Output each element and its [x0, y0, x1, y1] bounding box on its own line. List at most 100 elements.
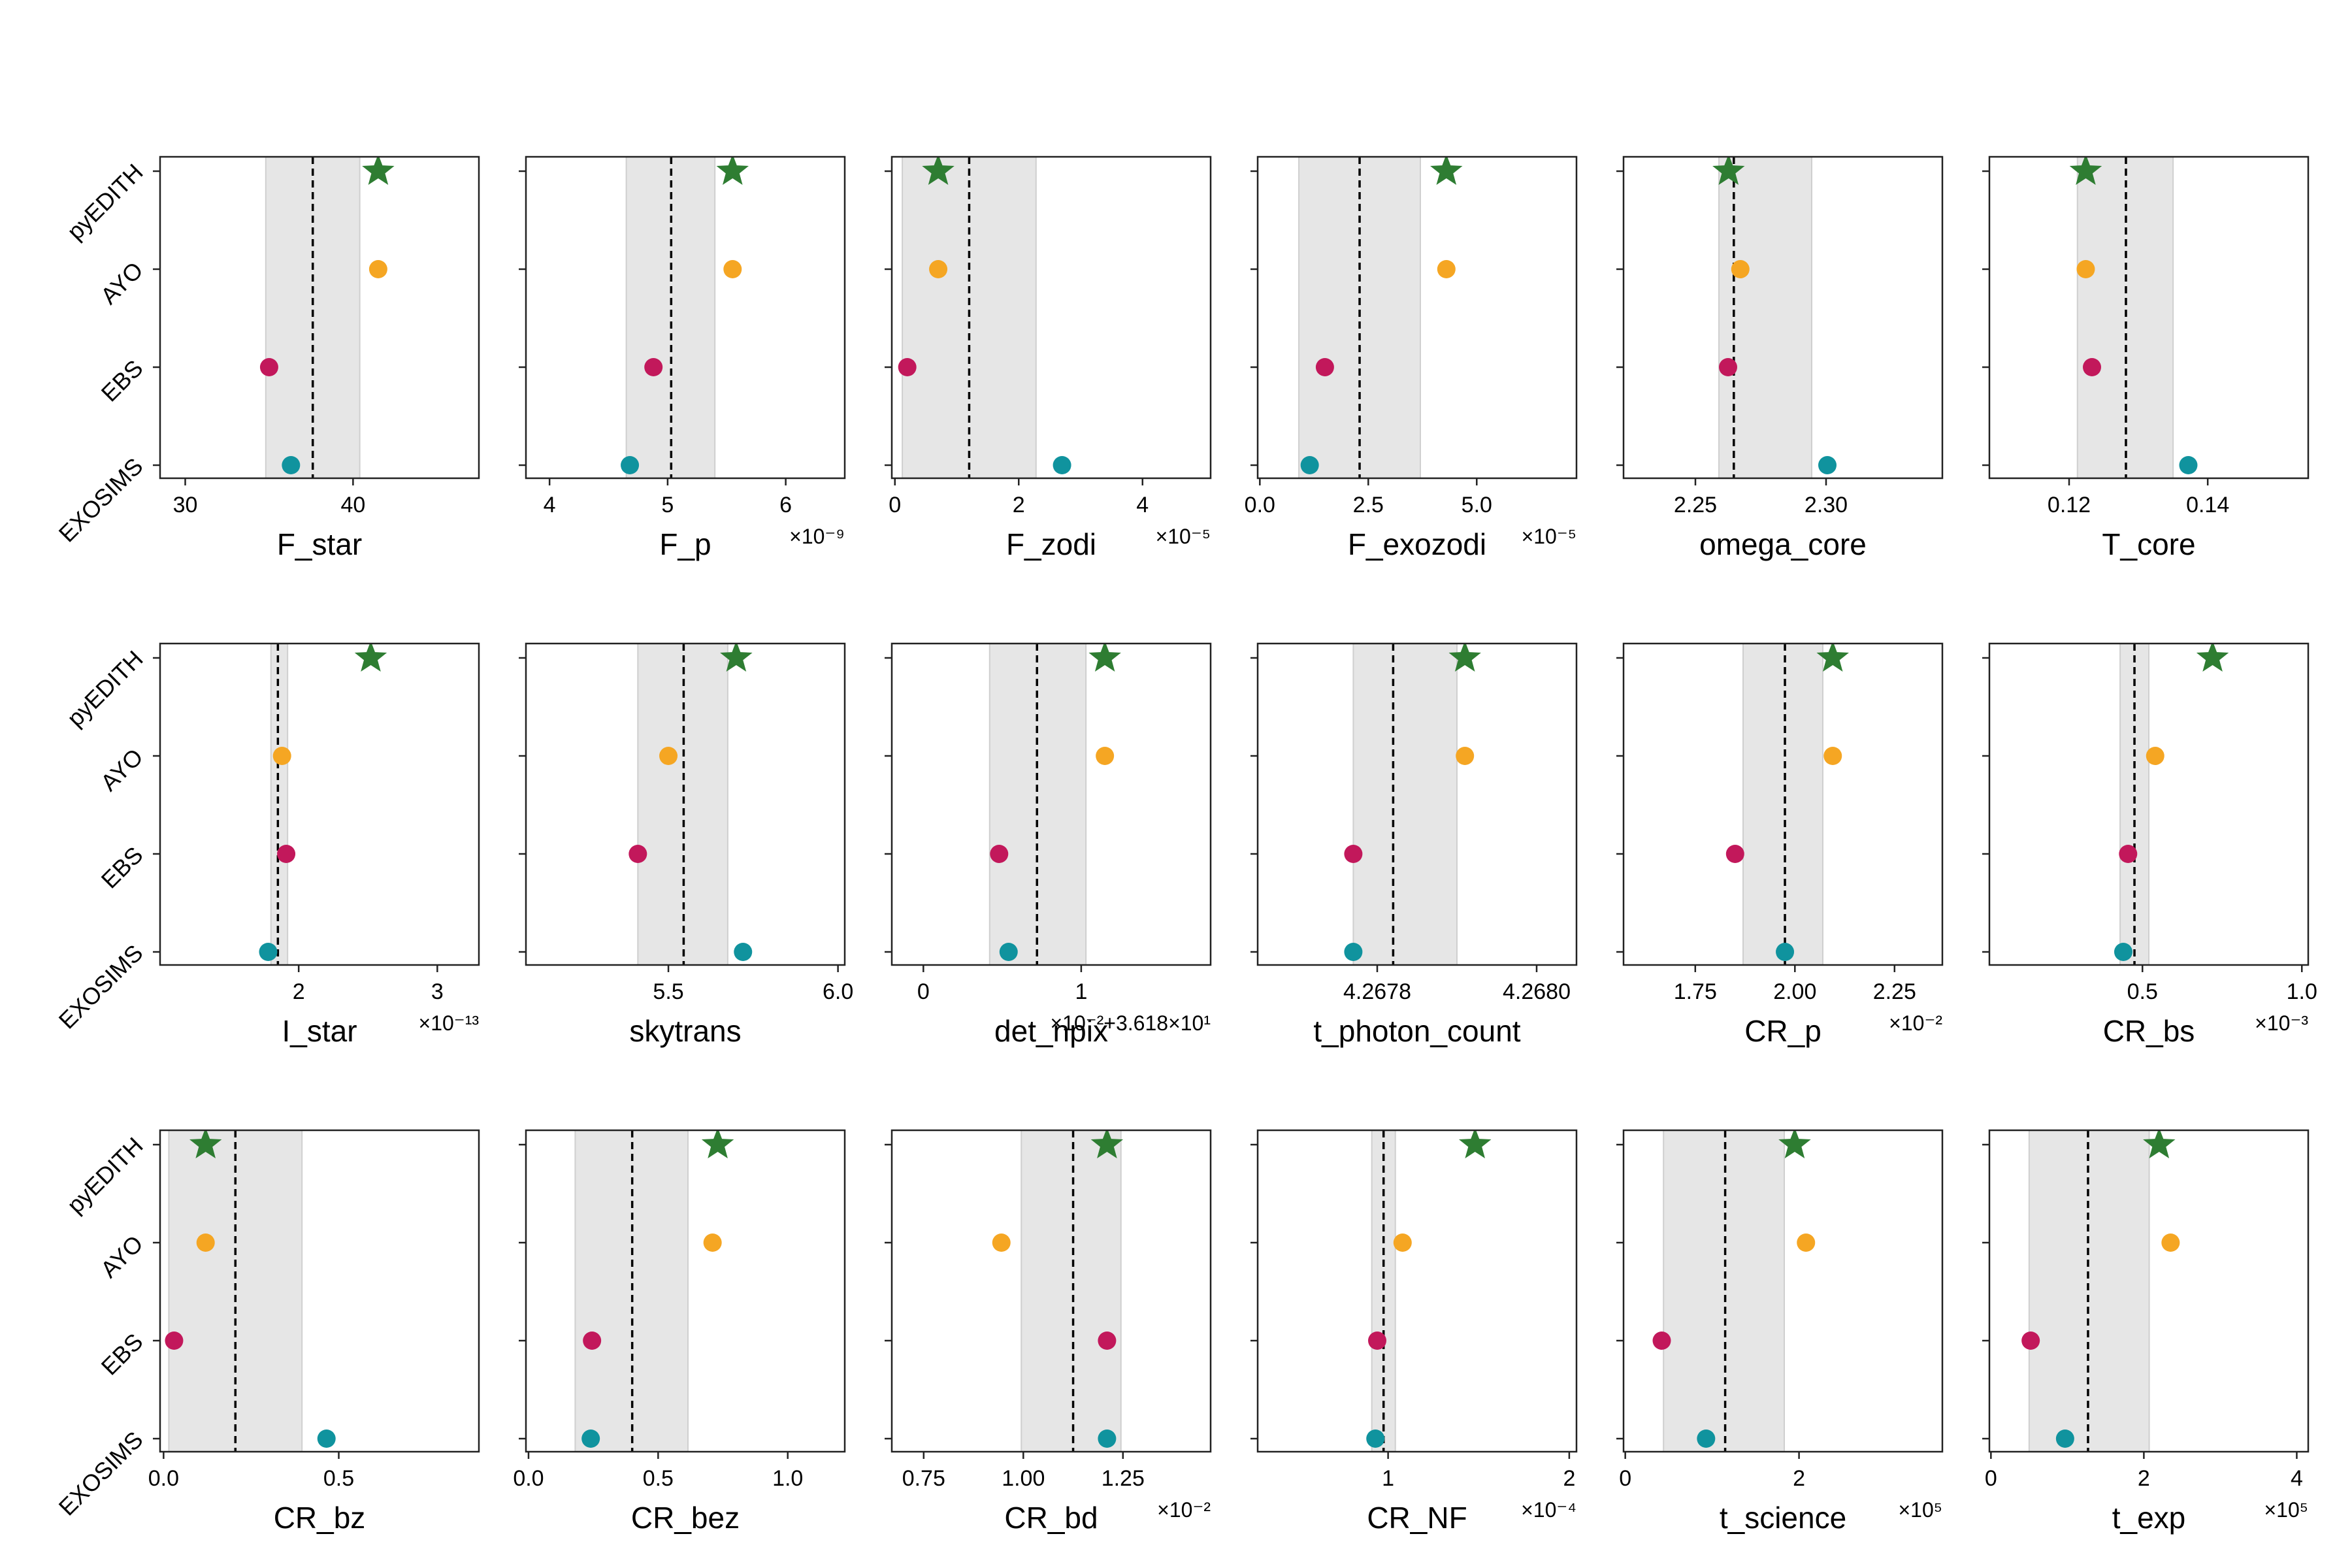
x-tick-label: 0 [1619, 1466, 1631, 1491]
marker-pyedith [1778, 1130, 1811, 1158]
marker-ayo [196, 1233, 215, 1252]
axes-frame [890, 155, 1212, 480]
panel-t-exp: 0 2 4 t_exp ×10⁵ [1982, 1129, 2310, 1535]
std-band [2028, 1130, 2150, 1452]
x-tick-label: 2 [2138, 1466, 2150, 1491]
x-tick-label: 2 [1563, 1466, 1575, 1491]
x-offset-label: ×10⁵ [2264, 1498, 2308, 1522]
axes-frame [525, 155, 846, 480]
marker-exosims [1818, 456, 1837, 474]
marker-ebs [2021, 1331, 2040, 1350]
x-tick-label: 1.75 [1674, 979, 1717, 1004]
x-tick-label: 30 [173, 493, 198, 517]
marker-ayo [1393, 1233, 1412, 1252]
plot-area [574, 1130, 734, 1452]
category-label: EXOSIMS [54, 939, 148, 1034]
marker-ebs [583, 1331, 602, 1350]
x-offset-label: ×10⁻⁹ [789, 525, 845, 548]
axes-frame [1622, 155, 1944, 480]
axes-frame [1256, 1129, 1578, 1453]
plot-area [1725, 644, 1849, 965]
marker-pyedith [716, 157, 749, 185]
panel-f-exozodi: 0.0 2.5 5.0 F_exozodi ×10⁻⁵ [1245, 155, 1578, 561]
axes-frame [890, 1129, 1212, 1453]
marker-ebs [1368, 1331, 1386, 1350]
marker-ayo [1456, 747, 1475, 765]
x-axis-label: CR_p [1744, 1014, 1821, 1048]
axes-frame [1988, 1129, 2310, 1453]
marker-exosims [999, 943, 1018, 961]
marker-ebs [629, 845, 647, 863]
category-label: AYO [95, 1230, 148, 1283]
panel-f-p: 4 5 6 F_p ×10⁻⁹ [519, 155, 846, 561]
x-tick-label: 0.0 [513, 1466, 544, 1491]
panel-t-core: 0.12 0.14 T_core [1982, 155, 2310, 561]
marker-ebs [1315, 358, 1334, 376]
plot-area [988, 644, 1121, 965]
x-offset-label: ×10⁻² [1157, 1498, 1211, 1522]
marker-ayo [1797, 1233, 1816, 1252]
category-label: EBS [96, 841, 148, 894]
x-tick-label: 1 [1075, 979, 1087, 1004]
panel-det-npix: 0 1 det_npix×10⁻²+3.618×10¹ [885, 642, 1212, 1048]
plot-area [259, 644, 387, 965]
marker-ebs [165, 1331, 184, 1350]
plot-area [629, 644, 753, 965]
x-tick-label: 1 [1382, 1466, 1394, 1491]
plot-area [1652, 1130, 1816, 1452]
marker-pyedith [1459, 1130, 1492, 1158]
x-offset-label: ×10⁻⁵ [1522, 525, 1576, 548]
x-tick-label: 0 [1985, 1466, 1997, 1491]
marker-ebs [2119, 845, 2138, 863]
marker-ebs [1652, 1331, 1671, 1350]
x-tick-label: 1.25 [1102, 1466, 1145, 1491]
x-axis-label: F_star [277, 527, 362, 561]
x-offset-label: ×10⁻⁵ [1156, 525, 1211, 548]
x-tick-label: 0.0 [148, 1466, 179, 1491]
x-tick-label: 0.12 [2048, 493, 2091, 517]
marker-pyedith [2069, 157, 2102, 185]
marker-exosims [621, 456, 640, 474]
plot-area [165, 1130, 336, 1452]
x-axis-label: t_photon_count [1313, 1014, 1520, 1048]
marker-ayo [1823, 747, 1842, 765]
x-axis-label: I_star [282, 1014, 357, 1048]
marker-pyedith [2143, 1130, 2176, 1158]
marker-pyedith [1088, 644, 1121, 672]
x-axis-label: omega_core [1699, 527, 1867, 561]
marker-pyedith [1090, 1130, 1124, 1158]
marker-ayo [992, 1233, 1011, 1252]
x-axis-label: CR_bez [631, 1501, 740, 1535]
marker-exosims [581, 1429, 600, 1448]
x-tick-label: 0.5 [643, 1466, 674, 1491]
marker-ayo [929, 260, 948, 278]
panel-omega-core: 2.25 2.30 omega_core [1616, 155, 1944, 561]
marker-exosims [2114, 943, 2132, 961]
std-band [270, 644, 289, 965]
marker-ayo [703, 1233, 722, 1252]
x-tick-label: 2.30 [1805, 493, 1848, 517]
std-band [1352, 644, 1458, 965]
category-label: EBS [96, 1328, 148, 1380]
marker-pyedith [189, 1130, 222, 1158]
marker-ayo [2161, 1233, 2180, 1252]
plot-area [2021, 1130, 2180, 1452]
x-tick-label: 4 [2291, 1466, 2303, 1491]
x-offset-label: ×10⁻² [1889, 1011, 1942, 1035]
marker-ayo [272, 747, 291, 765]
marker-ebs [898, 358, 917, 376]
marker-exosims [1366, 1429, 1385, 1448]
x-tick-label: 0 [917, 979, 930, 1004]
x-offset-label: ×10⁻²+3.618×10¹ [1050, 1011, 1211, 1035]
category-label: pyEDITH [61, 645, 148, 732]
x-tick-label: 1.00 [1002, 1466, 1045, 1491]
marker-ayo [723, 260, 742, 278]
x-tick-label: 4 [1136, 493, 1149, 517]
axes-frame [1622, 642, 1944, 966]
x-tick-label: 4.2678 [1343, 979, 1411, 1004]
marker-exosims [317, 1429, 336, 1448]
marker-pyedith [701, 1130, 734, 1158]
axes-frame [159, 1129, 480, 1453]
marker-pyedith [922, 157, 955, 185]
marker-exosims [1053, 456, 1071, 474]
